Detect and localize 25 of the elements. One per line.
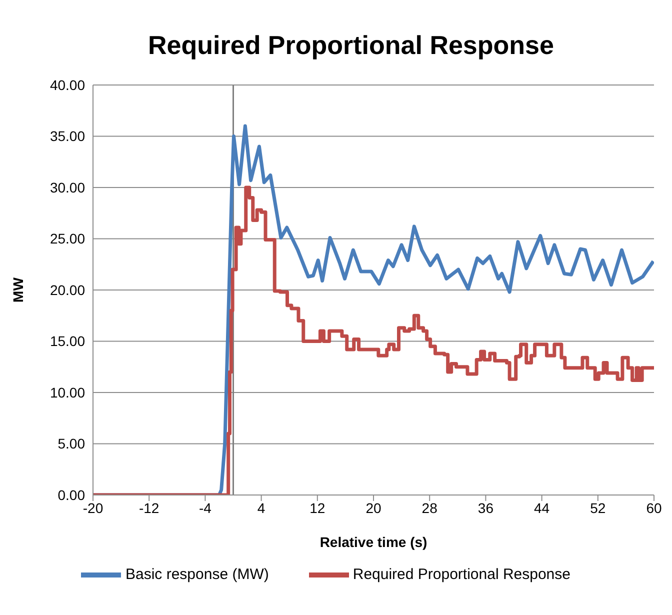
x-tick-label: -12 xyxy=(138,500,160,516)
x-tick-label: 12 xyxy=(310,500,326,516)
chart-title: Required Proportional Response xyxy=(147,29,555,62)
y-tick-label: 15.00 xyxy=(50,333,86,350)
x-tick-label: 36 xyxy=(478,500,494,516)
y-tick-label: 25.00 xyxy=(50,230,86,247)
x-tick-label: 52 xyxy=(590,500,606,516)
x-axis-title: Relative time (s) xyxy=(320,534,428,550)
y-tick-label: 0.00 xyxy=(58,486,86,503)
y-tick-label: 40.00 xyxy=(50,76,86,93)
legend-label: Basic response (MW) xyxy=(125,566,269,583)
x-tick-label: 60 xyxy=(646,500,662,516)
y-axis-title: MW xyxy=(10,276,26,302)
y-tick-label: 10.00 xyxy=(50,384,86,400)
y-tick-label: 35.00 xyxy=(50,128,86,144)
x-tick-label: 44 xyxy=(534,500,550,516)
x-tick-label: 28 xyxy=(422,500,438,516)
x-tick-label: 20 xyxy=(366,500,382,516)
y-tick-label: 5.00 xyxy=(58,436,86,452)
y-tick-label: 20.00 xyxy=(50,282,86,298)
x-tick-label: 4 xyxy=(257,500,266,516)
x-tick-label: -20 xyxy=(82,500,104,516)
y-tick-label: 30.00 xyxy=(50,179,86,196)
legend-label: Required Proportional Response xyxy=(352,566,570,583)
x-tick-label: -4 xyxy=(198,500,212,516)
